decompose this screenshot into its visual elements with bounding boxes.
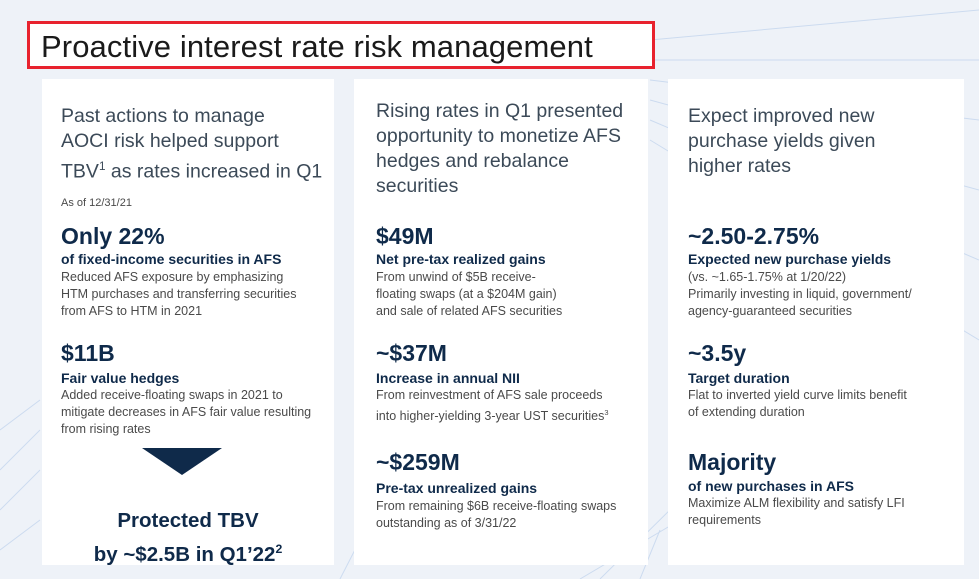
- metric-description: From unwind of $5B receive-: [376, 270, 536, 284]
- metric-value: $11B: [61, 340, 115, 366]
- protected-tbv-line: by ~$2.5B in Q1’222: [93, 541, 283, 566]
- metric-description: from AFS to HTM in 2021: [61, 304, 203, 318]
- metric-description: from rising rates: [61, 422, 151, 436]
- metric-value: Majority: [688, 449, 777, 475]
- protected-tbv-line: Protected TBV: [117, 508, 259, 532]
- footnote-ref: 1: [98, 160, 106, 173]
- metric-value: ~$259M: [376, 449, 460, 475]
- metric-description: Flat to inverted yield curve limits bene…: [688, 388, 907, 402]
- metric-description: (vs. ~1.65-1.75% at 1/20/22): [688, 270, 847, 284]
- title-box: Proactive interest rate risk management: [27, 21, 655, 69]
- card-heading-line: AOCI risk helped support: [61, 130, 279, 152]
- metric-label: of fixed-income securities in AFS: [61, 251, 282, 267]
- card-purchase-yields: Expect improved new purchase yields give…: [668, 79, 964, 565]
- metric-label: Target duration: [688, 370, 790, 386]
- as-of-date: As of 12/31/21: [61, 197, 132, 209]
- card-heading-line: purchase yields given: [688, 130, 876, 152]
- metric-description: outstanding as of 3/31/22: [376, 516, 517, 530]
- metric-description: requirements: [688, 513, 761, 527]
- metric-label: Net pre-tax realized gains: [376, 251, 546, 267]
- metric-label: Increase in annual NII: [376, 370, 520, 386]
- card-heading-line: Expect improved new: [688, 105, 875, 127]
- metric-description: into higher-yielding 3-year UST securiti…: [376, 408, 609, 424]
- card-heading-line: TBV1 as rates increased in Q1: [61, 160, 323, 183]
- metric-description: From remaining $6B receive-floating swap…: [376, 499, 617, 513]
- metric-description: Maximize ALM flexibility and satisfy LFI: [688, 496, 905, 510]
- metric-description: From reinvestment of AFS sale proceeds: [376, 388, 603, 402]
- down-arrow-icon: [142, 448, 222, 475]
- metric-description: Added receive-floating swaps in 2021 to: [61, 388, 283, 402]
- metric-description: Reduced AFS exposure by emphasizing: [61, 270, 284, 284]
- metric-label: Expected new purchase yields: [688, 251, 892, 267]
- metric-value: $49M: [376, 223, 434, 249]
- metric-description: HTM purchases and transferring securitie…: [61, 287, 297, 301]
- card-monetize-hedges: Rising rates in Q1 presented opportunity…: [354, 79, 648, 565]
- metric-label: of new purchases in AFS: [688, 478, 854, 494]
- metric-value: ~3.5y: [688, 340, 747, 366]
- metric-label: Pre-tax unrealized gains: [376, 480, 538, 496]
- metric-description: of extending duration: [688, 405, 805, 419]
- card-aoci-risk: Past actions to manage AOCI risk helped …: [42, 79, 334, 565]
- card-heading-line: securities: [376, 175, 459, 197]
- card-heading-line: hedges and rebalance: [376, 150, 569, 172]
- metric-description: Primarily investing in liquid, governmen…: [688, 287, 912, 301]
- metric-value: ~$37M: [376, 340, 447, 366]
- footnote-ref: 3: [604, 408, 609, 417]
- metric-value: ~2.50-2.75%: [688, 223, 820, 249]
- metric-description: floating swaps (at a $204M gain): [376, 287, 557, 301]
- metric-description: agency-guaranteed securities: [688, 304, 852, 318]
- metric-label: Fair value hedges: [61, 370, 180, 386]
- metric-value: Only 22%: [61, 223, 165, 249]
- metric-description: and sale of related AFS securities: [376, 304, 563, 318]
- page-title: Proactive interest rate risk management: [41, 29, 593, 64]
- metric-description: mitigate decreases in AFS fair value res…: [61, 405, 312, 419]
- card-heading-line: opportunity to monetize AFS: [376, 125, 621, 147]
- card-heading-line: Rising rates in Q1 presented: [376, 100, 624, 122]
- card-heading-line: Past actions to manage: [61, 105, 265, 127]
- card-heading-line: higher rates: [688, 155, 791, 177]
- footnote-ref: 2: [275, 541, 283, 556]
